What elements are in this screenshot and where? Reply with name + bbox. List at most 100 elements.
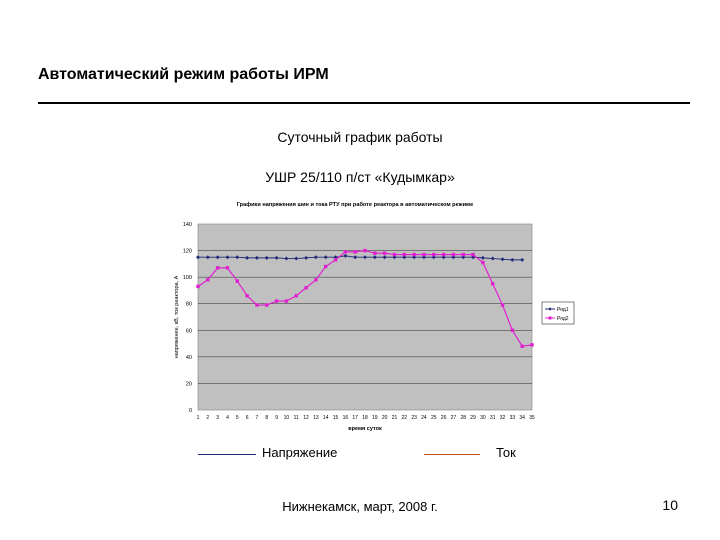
x-tick-label: 30 bbox=[480, 415, 486, 421]
x-tick-label: 13 bbox=[313, 415, 319, 421]
data-point bbox=[205, 255, 210, 260]
data-point bbox=[382, 251, 387, 255]
data-point bbox=[255, 303, 259, 307]
x-tick-label: 21 bbox=[392, 415, 398, 421]
y-axis-label: напряжение, кВ, ток реактора, А bbox=[174, 275, 180, 358]
x-tick-label: 27 bbox=[451, 415, 457, 421]
x-axis-label: время суток bbox=[348, 426, 382, 432]
plot-area bbox=[197, 223, 533, 411]
data-point bbox=[274, 299, 279, 303]
y-tick-label: 0 bbox=[189, 408, 192, 414]
data-point bbox=[235, 279, 239, 283]
x-tick-label: 23 bbox=[411, 415, 417, 421]
x-tick-label: 28 bbox=[460, 415, 466, 421]
legend-current-label: Ток bbox=[496, 445, 516, 460]
x-tick-label: 1 bbox=[197, 415, 200, 421]
slide-title: Автоматический режим работы ИРМ bbox=[38, 66, 329, 83]
data-point bbox=[294, 256, 299, 261]
x-tick-label: 9 bbox=[275, 415, 278, 421]
data-point bbox=[274, 255, 279, 260]
x-tick-label: 17 bbox=[352, 415, 358, 421]
y-tick-label: 140 bbox=[183, 222, 192, 228]
data-point bbox=[481, 260, 485, 265]
x-tick-label: 15 bbox=[333, 415, 339, 421]
data-point bbox=[422, 252, 426, 257]
data-point bbox=[254, 255, 259, 260]
x-tick-label: 14 bbox=[323, 415, 329, 421]
data-point bbox=[304, 286, 308, 290]
data-point bbox=[264, 255, 269, 260]
page-number: 10 bbox=[662, 497, 678, 513]
x-tick-label: 31 bbox=[490, 415, 496, 421]
chart-title: Графики напряжения шин и тока РТУ при ра… bbox=[237, 201, 474, 208]
x-tick-label: 33 bbox=[510, 415, 516, 421]
data-point bbox=[323, 255, 328, 260]
legend-entry-Ряд2: Ряд2 bbox=[557, 316, 569, 322]
data-point bbox=[441, 252, 446, 257]
x-tick-label: 4 bbox=[226, 415, 229, 421]
data-point bbox=[490, 256, 495, 261]
data-point bbox=[294, 294, 298, 298]
data-point bbox=[343, 253, 348, 258]
data-point bbox=[304, 255, 309, 260]
y-tick-label: 40 bbox=[186, 355, 192, 361]
data-point bbox=[324, 264, 328, 269]
data-point bbox=[284, 299, 289, 303]
data-point bbox=[314, 278, 318, 282]
legend-current-line bbox=[424, 454, 480, 455]
data-point bbox=[471, 252, 475, 257]
x-tick-label: 11 bbox=[294, 415, 299, 421]
data-point bbox=[215, 255, 220, 260]
data-point bbox=[196, 284, 200, 289]
legend-voltage-label: Напряжение bbox=[262, 445, 338, 460]
data-point bbox=[432, 252, 436, 257]
x-tick-label: 12 bbox=[303, 415, 309, 421]
series-line-Ряд1 bbox=[198, 255, 523, 261]
data-point bbox=[235, 255, 240, 260]
data-point bbox=[520, 344, 524, 348]
data-point bbox=[373, 251, 377, 255]
y-tick-label: 20 bbox=[186, 381, 192, 387]
data-point bbox=[451, 252, 456, 257]
x-tick-label: 8 bbox=[265, 415, 268, 421]
data-point bbox=[363, 248, 367, 253]
x-tick-label: 3 bbox=[216, 415, 219, 421]
data-point bbox=[461, 252, 465, 257]
legend-voltage-line bbox=[198, 454, 256, 455]
data-point bbox=[530, 343, 534, 347]
data-point bbox=[196, 255, 200, 260]
x-tick-label: 29 bbox=[470, 415, 476, 421]
y-tick-label: 80 bbox=[186, 302, 192, 308]
chart-subtitle-1: Суточный график работы bbox=[277, 129, 443, 145]
data-point bbox=[392, 252, 397, 257]
x-tick-label: 18 bbox=[362, 415, 368, 421]
data-point bbox=[372, 255, 377, 260]
data-point bbox=[353, 255, 358, 260]
data-point bbox=[225, 266, 230, 270]
chart-subtitle-2: УШР 25/110 п/ст «Кудымкар» bbox=[265, 169, 455, 185]
y-tick-label: 120 bbox=[183, 249, 192, 255]
line-chart: Графики напряжения шин и тока РТУ при ра… bbox=[174, 201, 575, 432]
data-point bbox=[313, 255, 318, 260]
x-tick-label: 34 bbox=[519, 415, 525, 421]
data-point bbox=[333, 258, 338, 262]
data-point bbox=[520, 257, 525, 262]
data-point bbox=[382, 255, 387, 260]
x-tick-label: 19 bbox=[372, 415, 378, 421]
x-tick-label: 10 bbox=[284, 415, 290, 421]
x-tick-label: 24 bbox=[421, 415, 427, 421]
data-point bbox=[510, 257, 515, 262]
data-point bbox=[245, 294, 249, 298]
title-divider bbox=[38, 102, 690, 104]
footer-text: Нижнекамск, март, 2008 г. bbox=[282, 499, 438, 514]
data-point bbox=[363, 255, 367, 260]
chart-container: Графики напряжения шин и тока РТУ при ра… bbox=[160, 190, 580, 440]
data-point bbox=[500, 257, 505, 262]
legend-marker bbox=[548, 307, 552, 311]
data-point bbox=[206, 278, 210, 282]
x-tick-label: 6 bbox=[246, 415, 249, 421]
data-point bbox=[480, 255, 485, 260]
x-tick-label: 26 bbox=[441, 415, 447, 421]
x-tick-label: 7 bbox=[256, 415, 259, 421]
x-tick-label: 20 bbox=[382, 415, 388, 421]
